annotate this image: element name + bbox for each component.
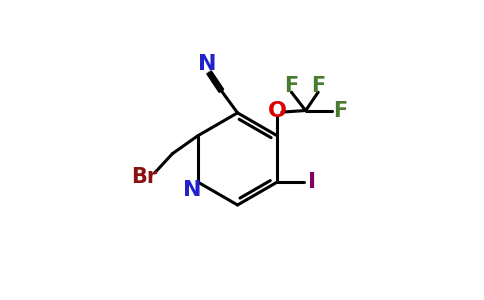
Text: O: O — [268, 101, 287, 121]
Text: N: N — [182, 180, 201, 200]
Text: I: I — [308, 172, 317, 192]
Text: F: F — [333, 100, 347, 121]
Text: N: N — [197, 54, 216, 74]
Text: F: F — [311, 76, 325, 96]
Text: Br: Br — [131, 167, 157, 187]
Text: F: F — [284, 76, 299, 96]
